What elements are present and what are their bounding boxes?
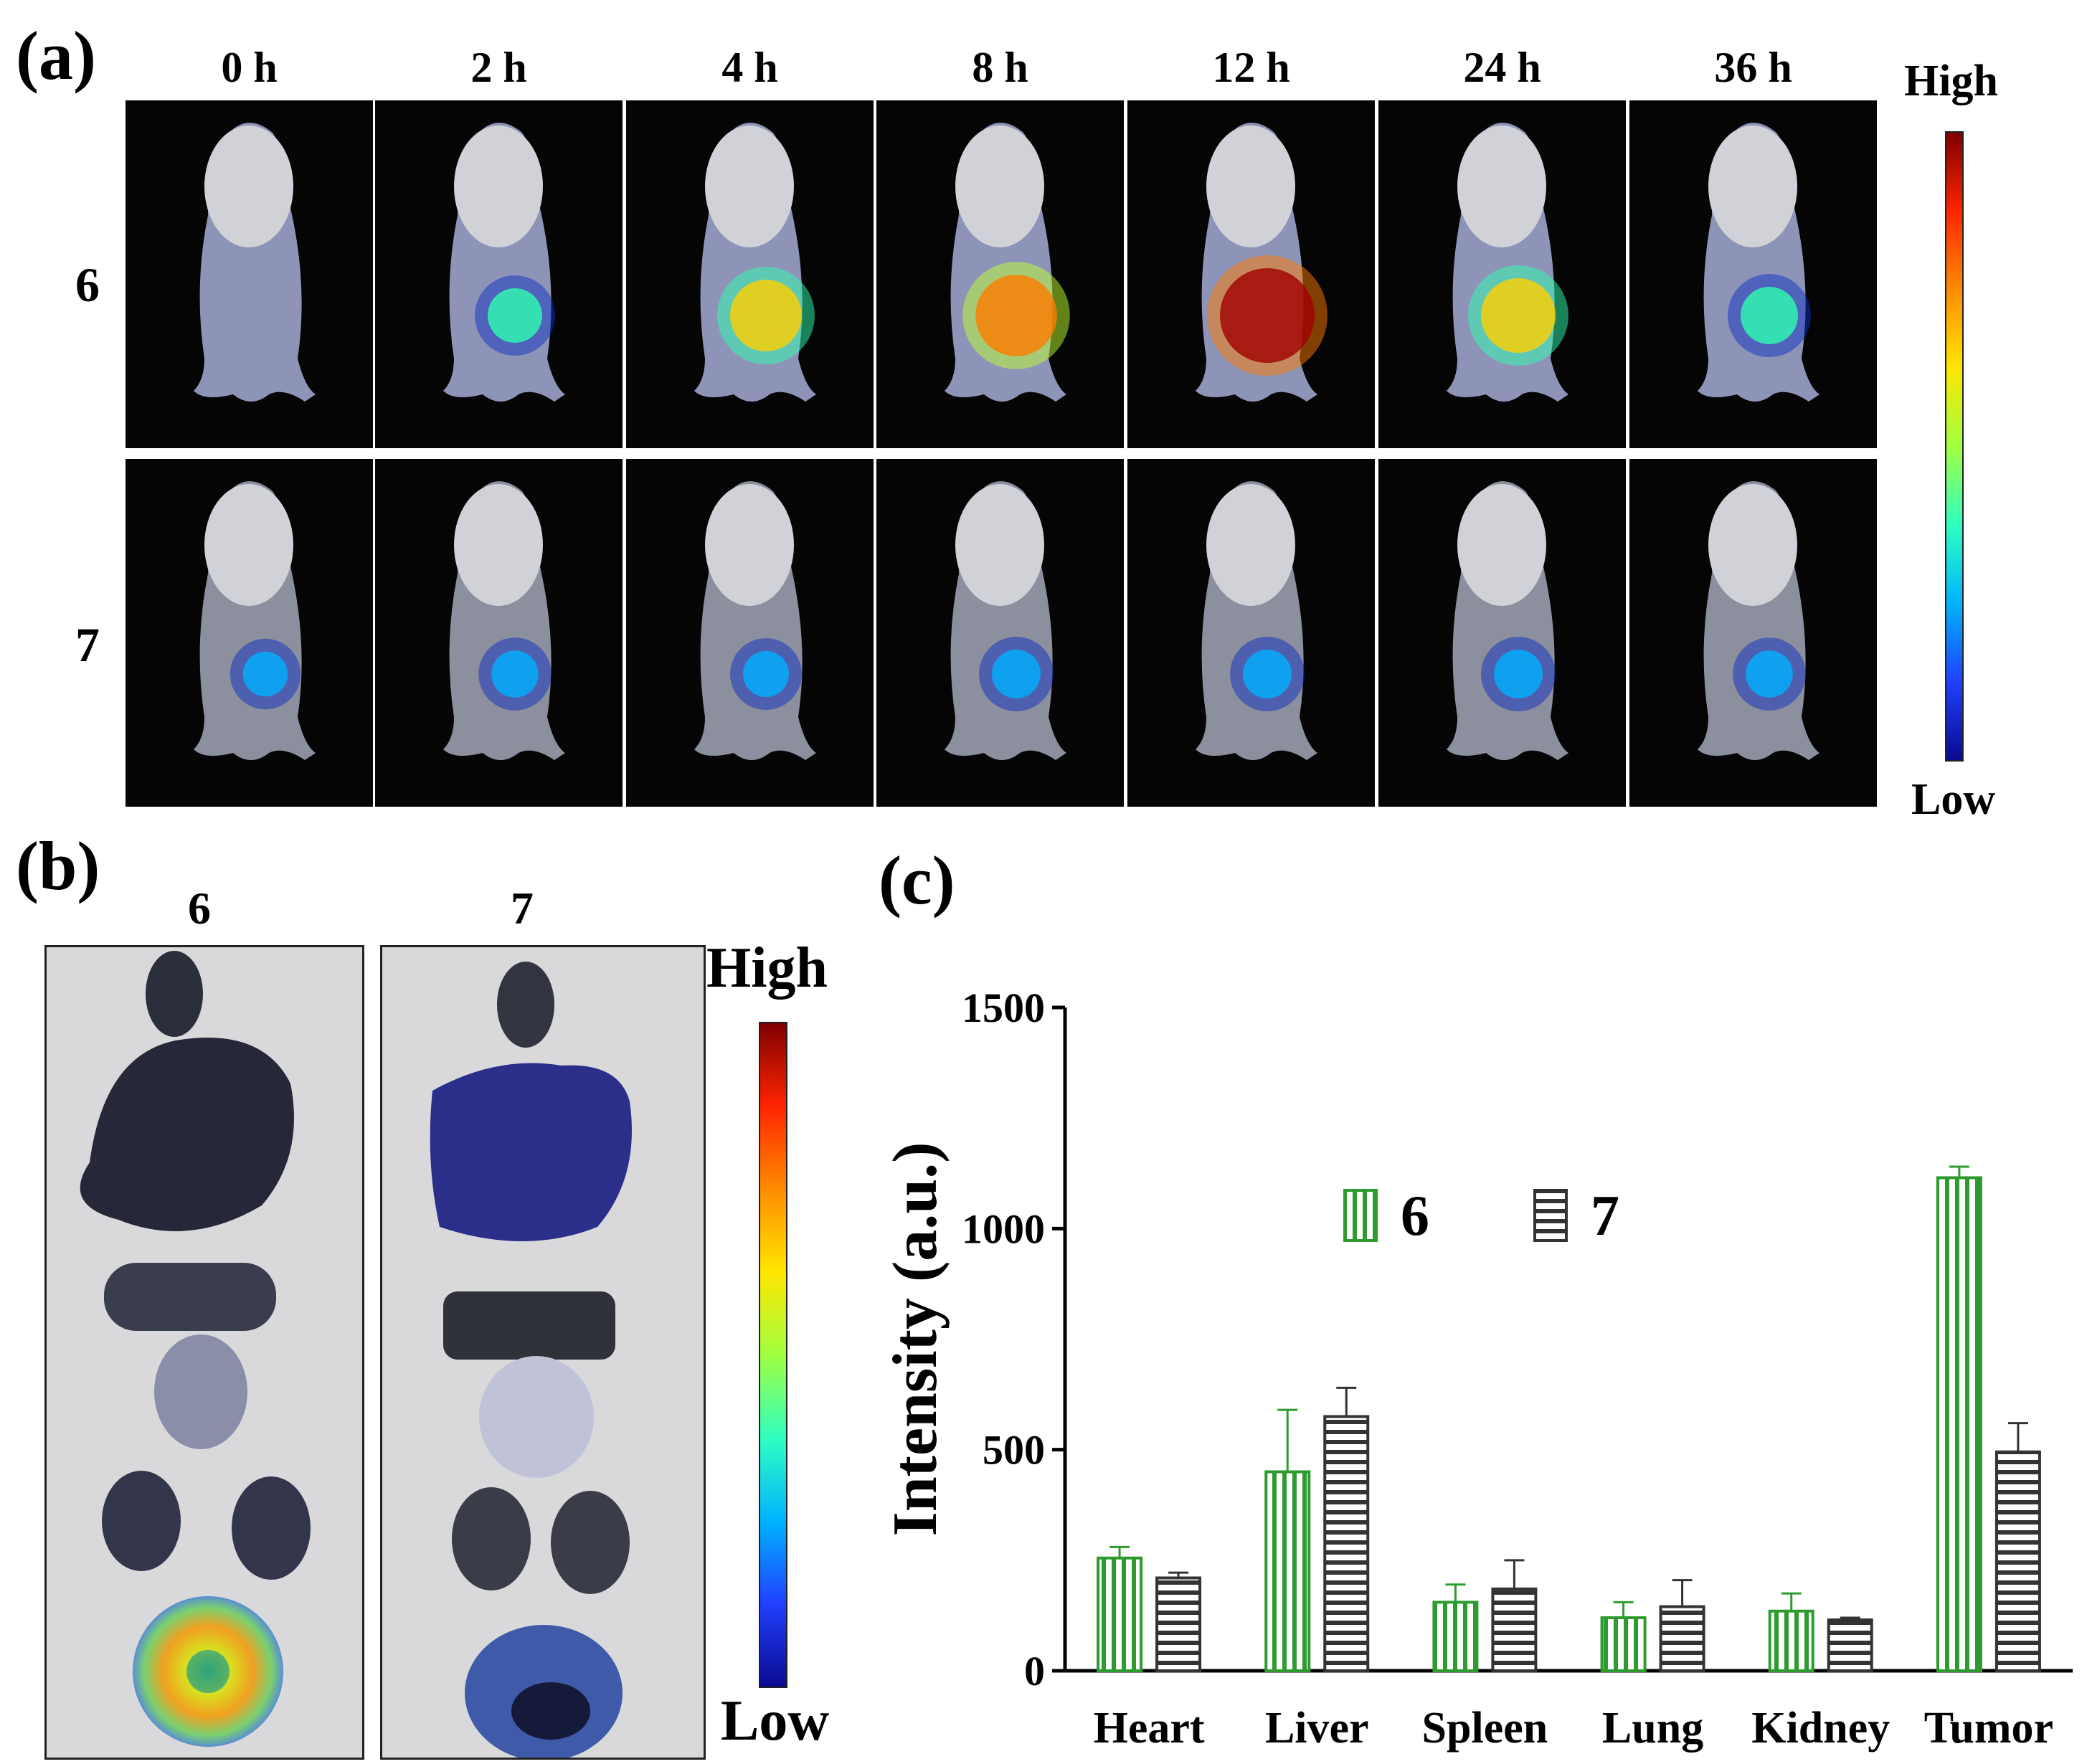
organ-col-label-7: 7 (511, 883, 534, 934)
legend-label-6: 6 (1401, 1185, 1429, 1248)
y-tick-label: 1500 (962, 985, 1045, 1031)
imaging-cell (1127, 459, 1375, 807)
time-label-6: 36 h (1714, 44, 1792, 91)
imaging-cell (1629, 459, 1877, 807)
x-tick-label-liver: Liver (1265, 1704, 1369, 1753)
imaging-cell (876, 459, 1124, 807)
time-label-0: 0 h (221, 44, 278, 91)
organ-6-liver (80, 1038, 295, 1231)
organ-6-kidney-right (232, 1476, 311, 1580)
time-label-5: 24 h (1463, 44, 1541, 91)
imaging-grid (126, 100, 1877, 807)
legend-swatch-7 (1533, 1189, 1568, 1242)
row-label-7: 7 (75, 617, 100, 672)
bar-7-spleen (1491, 1587, 1538, 1673)
scale-b-high: High (706, 936, 828, 1000)
bar-7-tumor (1994, 1450, 2041, 1672)
panel-b-label: (b) (16, 828, 100, 904)
imaging-cell (1378, 459, 1626, 807)
x-tick-label-lung: Lung (1602, 1704, 1703, 1753)
bar-6-spleen (1432, 1601, 1479, 1673)
organ-7-heart (497, 962, 554, 1048)
organ-col-label-6: 6 (188, 883, 211, 934)
organ-image-7 (380, 945, 706, 1760)
imaging-cell (1378, 100, 1626, 448)
imaging-cell (126, 459, 373, 807)
bar-chart: 0 500 1000 1500 Intensity (a.u.) Heart Liver Sp… (881, 985, 2073, 1753)
imaging-cell (126, 100, 373, 448)
bar-6-heart (1097, 1556, 1143, 1672)
row-label-6: 6 (75, 257, 100, 312)
x-tick-label-tumor: Tumor (1924, 1704, 2053, 1753)
scale-b-colorbar (759, 1022, 787, 1688)
organ-6-lung (154, 1334, 247, 1449)
bar-7-kidney (1827, 1618, 1873, 1672)
bar-6-tumor (1936, 1176, 1982, 1672)
scale-a-high: High (1904, 57, 1998, 105)
y-tick-label: 1000 (962, 1205, 1045, 1252)
time-label-1: 2 h (470, 44, 527, 91)
organ-7-spleen (443, 1291, 615, 1360)
y-tick-label: 0 (1024, 1648, 1045, 1694)
imaging-cell (375, 459, 623, 807)
legend-swatch-6 (1343, 1189, 1378, 1242)
imaging-cell (626, 459, 874, 807)
organ-6-spleen (104, 1263, 276, 1331)
y-axis-label: Intensity (a.u.) (881, 1142, 950, 1536)
scale-b-low: Low (721, 1689, 830, 1753)
imaging-cell (626, 100, 874, 448)
bar-6-liver (1264, 1470, 1311, 1672)
bar-6-lung (1600, 1616, 1647, 1672)
x-tick-label-heart: Heart (1094, 1704, 1205, 1753)
organ-6-kidney-left (102, 1471, 181, 1571)
scale-a-low: Low (1911, 775, 1996, 824)
organ-7-liver (430, 1063, 632, 1241)
panel-a-label: (a) (16, 17, 96, 94)
imaging-cell (1127, 100, 1375, 448)
x-tick-label-spleen: Spleen (1422, 1704, 1548, 1753)
imaging-cell (375, 100, 623, 448)
time-label-3: 8 h (972, 44, 1028, 91)
scale-a-colorbar (1945, 131, 1964, 762)
time-label-2: 4 h (721, 44, 778, 91)
bar-7-lung (1659, 1605, 1705, 1672)
x-tick-label-kidney: Kidney (1751, 1704, 1890, 1753)
organ-image-6 (44, 945, 364, 1760)
time-label-4: 12 h (1212, 44, 1290, 91)
legend-label-7: 7 (1591, 1185, 1619, 1248)
organ-7-kidney-right (551, 1491, 630, 1594)
organ-7-kidney-left (452, 1487, 531, 1590)
imaging-cell (876, 100, 1124, 448)
bar-6-kidney (1768, 1609, 1814, 1672)
panel-c-label: (c) (879, 842, 955, 919)
bar-7-heart (1155, 1576, 1202, 1672)
imaging-cell (1629, 100, 1877, 448)
organ-7-lung (479, 1356, 594, 1478)
y-tick-label: 500 (983, 1427, 1045, 1474)
bar-7-liver (1323, 1415, 1370, 1673)
organ-6-heart (146, 951, 203, 1037)
